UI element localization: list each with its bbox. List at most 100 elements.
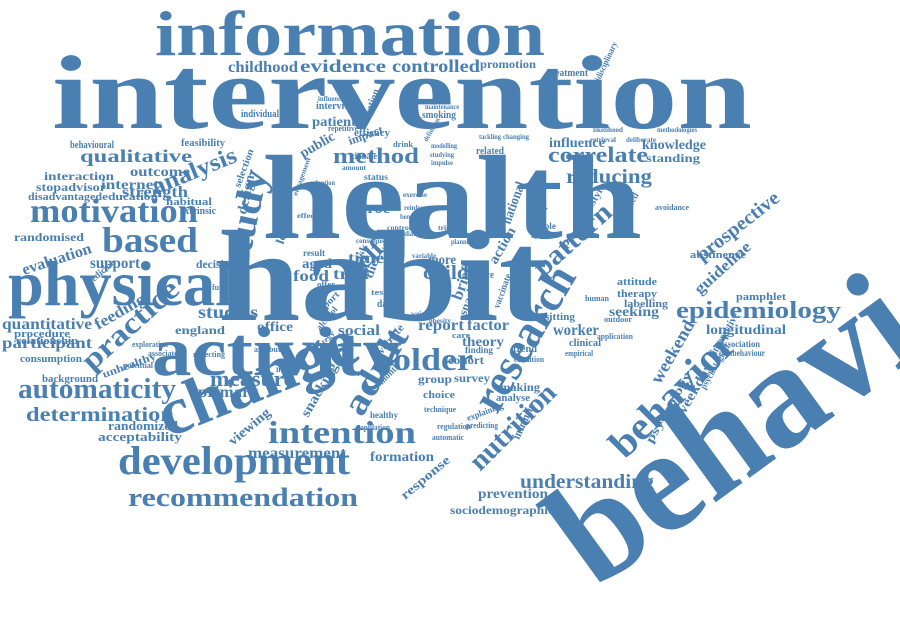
word-result: result <box>303 248 325 258</box>
word-abstinence: abstinence <box>690 249 746 261</box>
word-pastbehaviour: pastbehaviour <box>719 348 765 358</box>
word-based: based <box>102 220 198 260</box>
word-conscious: conscious <box>356 237 384 245</box>
word-condition: condition <box>514 355 545 364</box>
word-social: social <box>338 323 380 339</box>
word-studying: studying <box>430 151 454 159</box>
word-analyse: analyse <box>496 392 530 404</box>
word-beneficial: beneficial <box>400 213 428 221</box>
word-avoidance: avoidance <box>655 203 689 212</box>
word-acceptability: acceptability <box>98 429 183 444</box>
word-smoking: smoking <box>422 109 456 121</box>
word-making: making <box>500 380 540 394</box>
word-daily: daily <box>389 290 406 298</box>
word-sociodemographic: sociodemographic <box>450 503 555 517</box>
word-treatment: treatment <box>548 68 589 79</box>
word-aged: aged <box>302 257 332 272</box>
word-relationship: relationship <box>16 335 78 347</box>
word-physical: physical <box>8 248 233 319</box>
word-disadvantaged: disadvantaged <box>28 191 102 203</box>
word-test: test <box>371 288 387 297</box>
word-studies: studies <box>198 302 258 322</box>
word-feasibility: feasibility <box>181 137 225 149</box>
word-function: function <box>212 283 241 292</box>
word-labelling: labelling <box>624 298 669 310</box>
word-survey: survey <box>454 371 490 385</box>
word-internet: internet <box>101 178 159 193</box>
word-support: support <box>90 255 141 272</box>
word-participant: participant <box>2 335 93 352</box>
word-likelihood: likelihood <box>593 126 623 134</box>
word-variable: variable <box>412 252 436 260</box>
word-related: related <box>476 146 504 157</box>
word-health: health <box>262 131 642 264</box>
word-interview: interview <box>316 100 356 112</box>
word-interaction: interaction <box>44 169 114 183</box>
word-outdoor: outdoor <box>604 315 632 324</box>
word-therapy: therapy <box>617 288 658 300</box>
word-regulation: regulation <box>437 422 472 431</box>
word-promotion: promotion <box>480 57 536 71</box>
word-repetitive: repetitive <box>328 124 358 133</box>
word-randomized: randomized <box>108 418 179 433</box>
word-method: method <box>333 143 419 168</box>
word-offer: offer <box>317 280 335 289</box>
word-methodologies: methodologies <box>657 126 697 134</box>
word-strength: strength <box>122 184 188 201</box>
word-report: report <box>418 317 465 334</box>
word-amount: amount <box>342 164 367 172</box>
word-drink: drink <box>393 140 414 149</box>
word-impulse: impulse <box>431 159 453 167</box>
word-prevention: prevention <box>478 487 548 502</box>
word-obesity: obesity <box>429 317 452 325</box>
word-retrieval: retrieval <box>590 136 616 144</box>
word-planning: planning <box>451 238 475 246</box>
word-factor: factor <box>467 317 509 334</box>
word-trend: trend <box>513 343 537 355</box>
word-controlled: controlled <box>392 56 480 76</box>
word-intervention: intervention <box>52 34 752 151</box>
word-decision: decision <box>196 257 236 271</box>
word-individual: individual <box>241 109 279 120</box>
word-consumption: consumption <box>20 353 82 365</box>
word-sample: sample <box>528 221 556 231</box>
word-worker: worker <box>553 322 599 339</box>
word-climate: climate <box>351 151 377 161</box>
word-population: population <box>356 423 391 432</box>
word-influence: influence <box>549 136 605 151</box>
word-measure: measure <box>210 366 294 391</box>
word-behavioural: behavioural <box>70 140 114 151</box>
word-information: information <box>155 0 545 69</box>
word-office: office <box>257 320 293 335</box>
word-middle: middle <box>276 364 300 374</box>
word-habit: habit <box>218 205 548 349</box>
word-associated: associated <box>148 349 183 358</box>
word-activity: activity <box>152 314 402 391</box>
word-modelling: modelling <box>431 142 457 150</box>
word-adoption: adoption <box>311 179 335 187</box>
word-theory: theory <box>462 335 504 350</box>
word-extrinsic: extrinsic <box>180 206 217 217</box>
word-sitting: sitting <box>545 311 576 323</box>
word-epidemiology: epidemiology <box>676 298 841 324</box>
word-choice: choice <box>423 389 455 401</box>
word-intention: intention <box>268 414 416 450</box>
word-care: care <box>452 331 471 340</box>
word-more: more <box>428 253 456 268</box>
word-association: association <box>720 339 760 349</box>
word-automaticity: automaticity <box>18 374 176 405</box>
word-older: older <box>393 341 473 377</box>
word-motivation: motivation <box>30 193 198 230</box>
word-influencing: influencing <box>318 95 350 103</box>
word-reducing: reducing <box>566 166 652 188</box>
word-data: data <box>377 299 395 310</box>
word-standing: standing <box>646 151 700 165</box>
word-qualitative: qualitative <box>80 146 192 166</box>
word-attribute: attribute <box>254 345 284 354</box>
word-child: child <box>423 262 469 284</box>
word-stopadvisor: stopadvisor <box>36 180 107 194</box>
word-england: england <box>175 323 225 337</box>
word-seeking: seeking <box>609 305 659 320</box>
